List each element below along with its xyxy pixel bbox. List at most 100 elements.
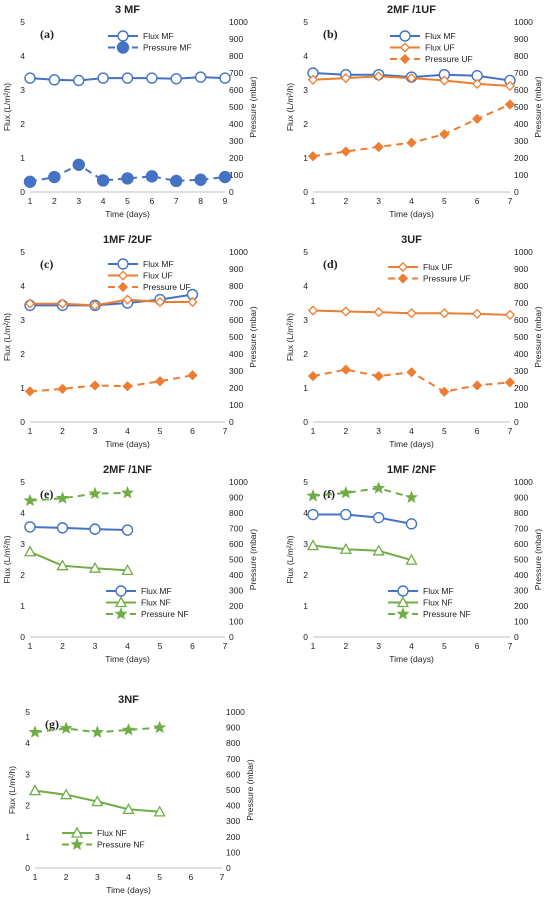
- y2-tick-label: 100: [514, 617, 528, 627]
- x-tick-label: 2: [52, 196, 57, 206]
- series-line-flux-nf: [29, 550, 128, 572]
- y2-tick-label: 800: [229, 281, 243, 291]
- x-tick-label: 4: [409, 641, 414, 651]
- y2-tick-label: 900: [229, 264, 243, 274]
- y2-tick-label: 400: [514, 119, 528, 129]
- y-tick-label: 3: [303, 315, 308, 325]
- y-tick-label: 5: [303, 477, 308, 487]
- y2-tick-label: 900: [514, 264, 528, 274]
- data-point: [373, 141, 384, 153]
- x-tick-label: 6: [475, 426, 480, 436]
- y-tick-label: 1: [303, 153, 308, 163]
- chart-title: 3UF: [401, 234, 422, 246]
- data-point: [406, 72, 417, 84]
- y2-tick-label: 100: [229, 617, 243, 627]
- y-axis-label: Flux (L/m²/h): [285, 535, 295, 583]
- data-point: [122, 803, 135, 814]
- x-tick-label: 3: [93, 641, 98, 651]
- legend-marker: [399, 42, 411, 53]
- data-point: [194, 71, 207, 83]
- data-point: [24, 386, 36, 397]
- data-point: [89, 523, 101, 535]
- x-tick-label: 2: [343, 196, 348, 206]
- y-tick-label: 0: [303, 187, 308, 197]
- y2-tick-label: 300: [229, 366, 243, 376]
- y-tick-label: 3: [20, 315, 25, 325]
- y2-tick-label: 200: [514, 383, 528, 393]
- chart-title: 2MF /1UF: [387, 4, 436, 16]
- x-tick-label: 5: [442, 196, 447, 206]
- y2-tick-label: 1000: [514, 247, 533, 257]
- x-tick-label: 1: [28, 641, 33, 651]
- data-point: [439, 386, 450, 397]
- data-point: [90, 725, 104, 738]
- panel-label: (g): [45, 717, 59, 731]
- legend-entry: Flux MF: [425, 31, 456, 41]
- data-point: [306, 539, 320, 551]
- data-point: [504, 80, 516, 92]
- data-point: [122, 381, 133, 392]
- legend: Flux UF Pressure UF: [388, 261, 471, 284]
- y2-tick-label: 400: [514, 349, 528, 359]
- y-tick-label: 4: [20, 281, 25, 291]
- y2-axis-label: Pressure (mbar): [248, 306, 258, 368]
- y-axis-label: Flux (L/m²/h): [2, 83, 12, 131]
- y2-tick-label: 500: [229, 332, 243, 342]
- data-point: [23, 175, 37, 189]
- data-point: [59, 721, 73, 734]
- legend-marker: [396, 607, 410, 620]
- chart-title: 1MF /2UF: [103, 234, 152, 246]
- data-point: [373, 307, 384, 318]
- chart-panel-c: 1MF /2UF(c)01234501002003004005006007008…: [2, 234, 258, 449]
- y2-tick-label: 800: [226, 738, 240, 748]
- data-point: [472, 380, 483, 391]
- series-line-flux-mf: [313, 513, 412, 525]
- y2-tick-label: 300: [514, 366, 528, 376]
- y2-tick-label: 600: [514, 85, 528, 95]
- y2-tick-label: 900: [514, 34, 528, 44]
- x-tick-label: 7: [508, 641, 513, 651]
- data-point: [405, 553, 418, 565]
- y-tick-label: 3: [25, 769, 30, 779]
- x-tick-label: 6: [150, 196, 155, 206]
- data-point: [307, 508, 319, 521]
- legend-marker: [397, 273, 409, 284]
- y-tick-label: 0: [303, 632, 308, 642]
- y-tick-label: 0: [303, 417, 308, 427]
- series-line-pressure-mf: [29, 163, 226, 183]
- y-tick-label: 3: [20, 539, 25, 549]
- data-point: [307, 370, 319, 382]
- y2-tick-label: 700: [229, 298, 243, 308]
- data-point: [121, 564, 134, 575]
- data-point: [372, 511, 385, 524]
- series-line-pressure-nf: [312, 487, 412, 499]
- y2-tick-label: 600: [514, 539, 528, 549]
- data-point: [406, 367, 417, 378]
- data-point: [194, 173, 207, 186]
- y-tick-label: 4: [20, 51, 25, 61]
- y-tick-label: 0: [20, 187, 25, 197]
- y-tick-label: 1: [20, 601, 25, 611]
- data-point: [96, 174, 110, 187]
- legend-entry: Flux MF: [143, 259, 174, 269]
- data-point: [472, 78, 483, 89]
- legend-marker: [397, 585, 409, 597]
- y2-tick-label: 700: [226, 754, 240, 764]
- data-point: [340, 146, 351, 157]
- y2-tick-label: 900: [229, 493, 243, 503]
- y2-tick-label: 600: [229, 85, 243, 95]
- y2-tick-label: 200: [226, 832, 240, 842]
- data-point: [56, 491, 69, 504]
- data-point: [24, 72, 36, 84]
- legend-entry: Flux UF: [423, 262, 453, 272]
- x-axis-label: Time (days): [389, 209, 434, 219]
- data-point: [340, 508, 352, 521]
- y2-tick-label: 700: [229, 524, 243, 534]
- data-point: [121, 72, 134, 84]
- data-point: [439, 75, 450, 86]
- series-line-flux-mf: [29, 526, 128, 531]
- y2-tick-label: 1000: [514, 17, 533, 27]
- data-point: [339, 486, 353, 499]
- x-tick-label: 4: [126, 872, 131, 882]
- y2-tick-label: 200: [514, 153, 528, 163]
